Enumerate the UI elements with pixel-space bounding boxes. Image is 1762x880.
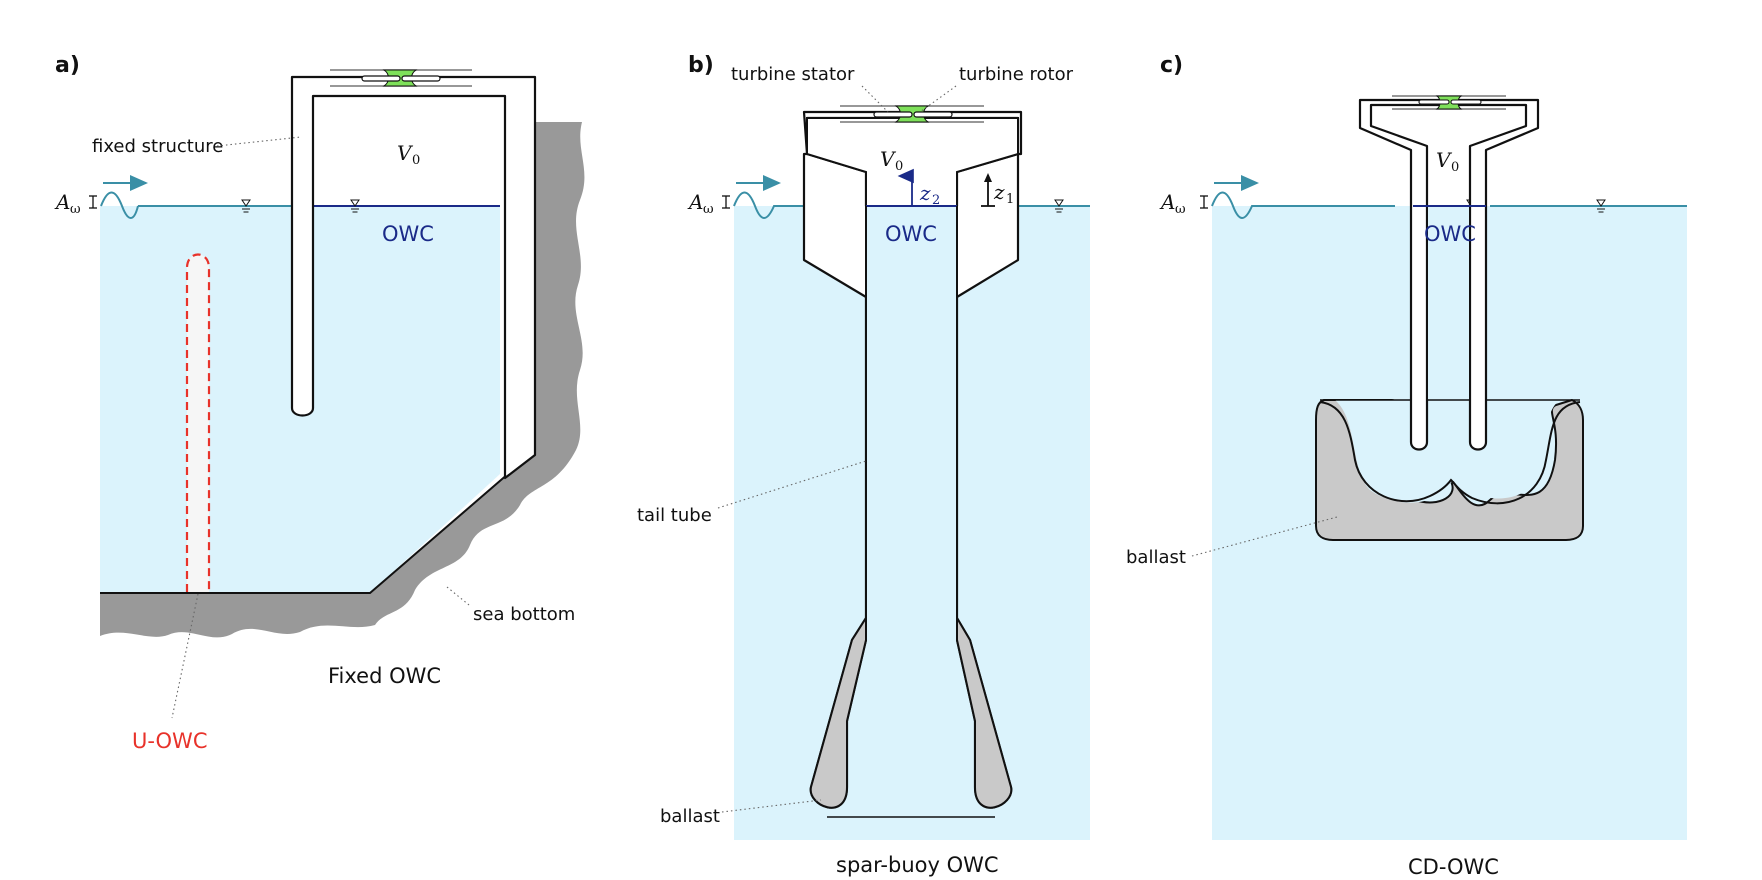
panel-a-sea-bottom-leader [446,586,470,606]
panel-b-volume-label: V [880,147,897,171]
panel-b-tail-tube-label: tail tube [637,505,712,526]
panel-b-turbine-stator-leader [861,85,889,113]
panel-b-z2-sub: 2 [932,193,940,208]
panel-b-tail-tube-water [867,206,956,817]
panel-b-title: spar-buoy OWC [836,853,999,877]
panel-b-ballast-leader [721,799,822,813]
panel-b-z1-label: z [993,180,1005,204]
amplitude-marker-icon [1200,195,1208,209]
water-level-triangle-icon [241,199,251,213]
amplitude-marker-icon [722,195,730,209]
panel-a-title: Fixed OWC [328,664,441,688]
panel-a-amplitude-sub: ω [70,202,81,217]
panel-c-volume-label: V [1436,148,1453,172]
panel-c-tag: c) [1160,53,1183,78]
water-level-triangle-icon [350,199,360,213]
panel-c-owc-label: OWC [1424,222,1476,246]
panel-b-turbine-rotor-label: turbine rotor [959,64,1074,85]
panel-b-turbine-rotor-leader [919,85,957,113]
panel-a-owc-label: OWC [382,222,434,246]
panel-a-u-owc-leader [171,593,199,719]
turbine-icon [840,105,984,123]
panel-b-wave [733,191,804,219]
panel-a-volume-label: V [397,141,414,165]
panel-b-ballast-right [956,617,1013,809]
panel-c-structure [1358,98,1540,451]
panel-b-z1-sub: 1 [1006,192,1014,207]
panel-b-amplitude-sub: ω [703,202,714,217]
panel-b-tail-tube-leader [717,460,867,509]
amplitude-marker-icon [89,195,97,209]
panel-a-fixed-structure-label: fixed structure [92,136,223,157]
turbine-icon [1392,95,1506,110]
panel-c: c) A ω [1126,53,1687,879]
panel-a-amplitude-label: A [54,190,70,214]
panel-a-u-owc-label: U-OWC [132,729,208,753]
panel-c-ballast-cavity [1335,400,1560,503]
turbine-icon [330,69,472,87]
panel-a-wave [100,191,139,219]
panel-b-ballast-left [809,617,867,809]
panel-c-amplitude-label: A [1159,190,1175,214]
panel-a-sea-bottom-label: sea bottom [473,604,575,625]
panel-b-tail-tube [865,206,958,618]
panel-b-tag: b) [688,53,714,78]
panel-c-amplitude-sub: ω [1175,202,1186,217]
panel-a-fixed-structure-leader [216,136,302,147]
water-level-triangle-icon [1596,199,1606,213]
panel-c-column-water [1428,207,1469,399]
water-level-triangle-icon [1054,199,1064,213]
panel-c-wave [1211,191,1395,219]
panel-c-ballast-label: ballast [1126,547,1186,568]
panel-b-volume-sub: 0 [895,159,903,174]
panel-a-seabed-line [100,454,531,594]
panel-a-fixed-structure [290,75,537,480]
panel-b-ballast-label: ballast [660,806,720,827]
panel-a-u-owc-outline [185,253,211,592]
panel-a-volume-sub: 0 [412,153,420,168]
panel-c-title: CD-OWC [1408,855,1499,879]
panel-b-owc-label: OWC [885,222,937,246]
panel-b-turbine-stator-label: turbine stator [731,64,855,85]
panel-b: b) A ω [637,53,1090,877]
panel-b-z2-label: z [919,181,931,205]
panel-b-amplitude-label: A [687,190,703,214]
panel-a: a) A ω [54,53,585,753]
panel-c-volume-sub: 0 [1451,160,1459,175]
panel-a-tag: a) [55,53,80,78]
panel-c-ballast-cavity-edge [1319,401,1581,505]
z1-arrow-icon [981,173,995,207]
